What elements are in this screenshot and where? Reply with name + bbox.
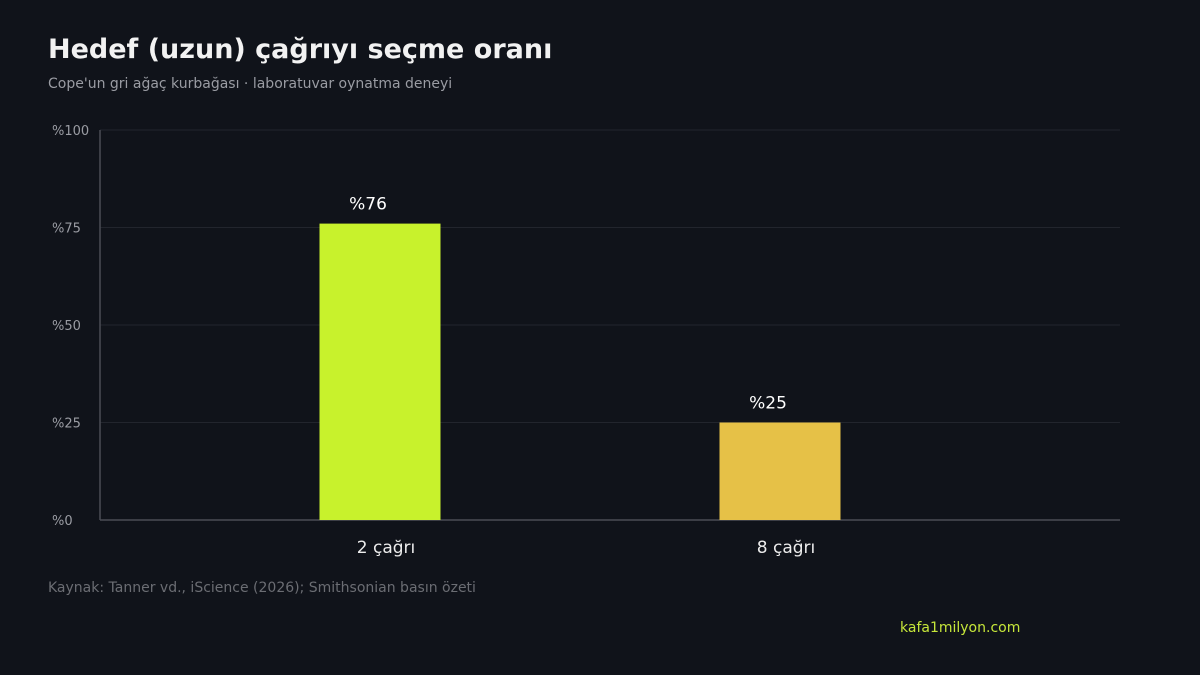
chart-title: Hedef (uzun) çağrıyı seçme oranı	[48, 34, 553, 65]
y-tick-label: %100	[52, 124, 89, 139]
bar-value-label: %25	[749, 394, 787, 414]
y-tick-label: %25	[52, 417, 81, 432]
y-tick-label: %0	[52, 514, 73, 529]
bar-value-label: %76	[349, 195, 387, 215]
x-tick-label: 2 çağrı	[357, 538, 416, 558]
bar	[319, 223, 441, 520]
source-note: Kaynak: Tanner vd., iScience (2026); Smi…	[48, 580, 476, 596]
site-link[interactable]: kafa1milyon.com	[900, 620, 1021, 636]
chart-subtitle: Cope'un gri ağaç kurbağası · laboratuvar…	[48, 76, 453, 92]
x-tick-label: 8 çağrı	[757, 538, 816, 558]
y-tick-label: %75	[52, 222, 81, 237]
y-tick-label: %50	[52, 319, 81, 334]
bar	[719, 422, 841, 520]
